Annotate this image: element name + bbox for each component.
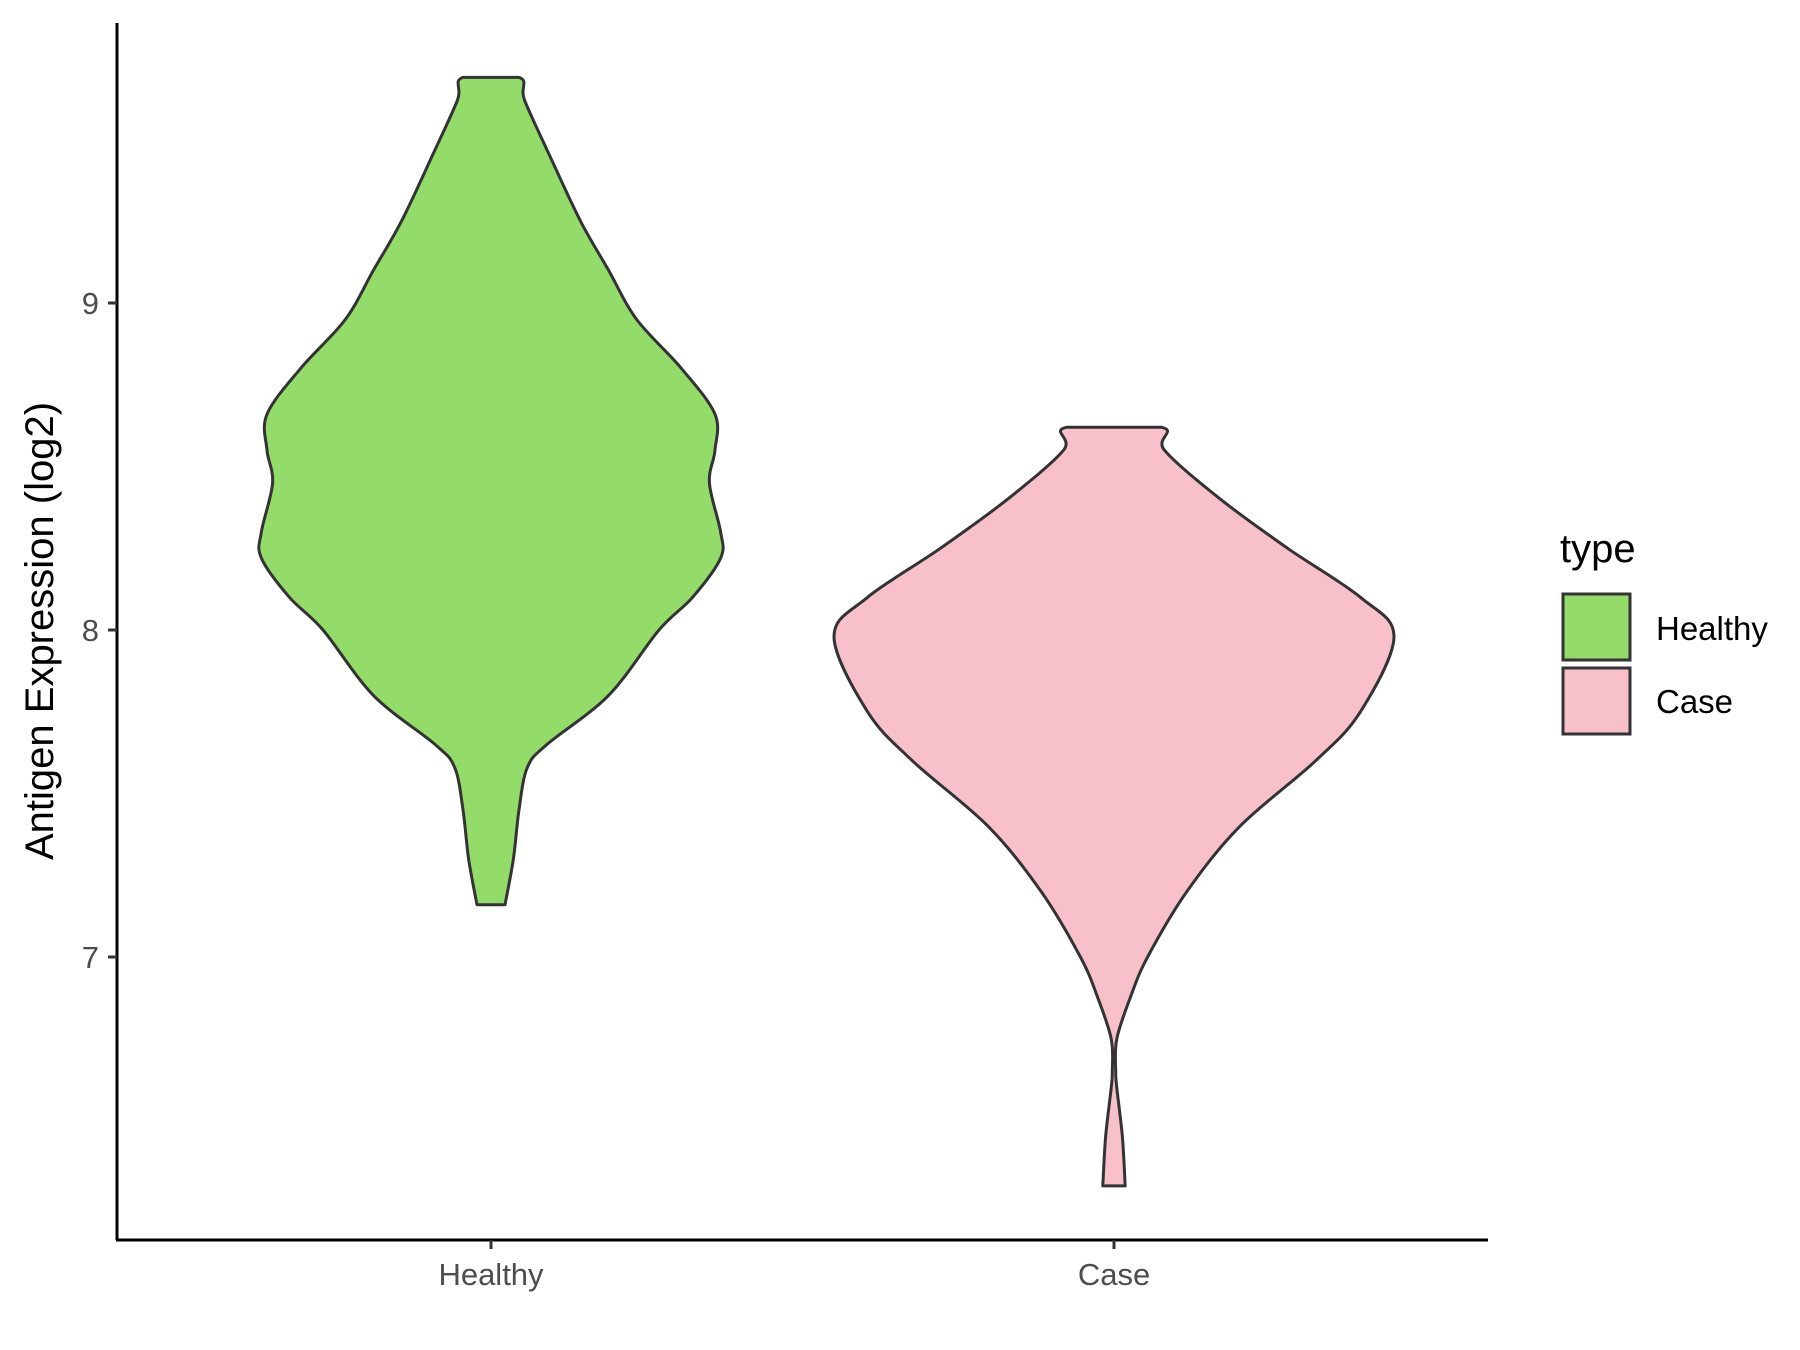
x-axis-ticks: Healthy Case bbox=[438, 1240, 1150, 1292]
y-axis-title: Antigen Expression (log2) bbox=[18, 402, 62, 860]
violin-layer bbox=[257, 75, 1396, 1188]
x-tick-label: Healthy bbox=[438, 1257, 544, 1292]
y-tick-label: 8 bbox=[82, 613, 99, 648]
y-tick-label: 9 bbox=[82, 286, 99, 321]
legend-label-healthy: Healthy bbox=[1656, 610, 1768, 647]
y-axis-ticks: 7 8 9 bbox=[82, 286, 117, 975]
legend-key-healthy bbox=[1561, 592, 1632, 662]
y-tick-label: 7 bbox=[82, 940, 99, 975]
legend-title: type bbox=[1560, 527, 1636, 571]
legend-key-case bbox=[1561, 666, 1632, 736]
violin-healthy bbox=[257, 75, 725, 907]
violin-case bbox=[832, 425, 1396, 1188]
legend-label-case: Case bbox=[1656, 683, 1733, 720]
legend: type Healthy Case bbox=[1560, 527, 1768, 736]
x-tick-label: Case bbox=[1078, 1257, 1150, 1292]
